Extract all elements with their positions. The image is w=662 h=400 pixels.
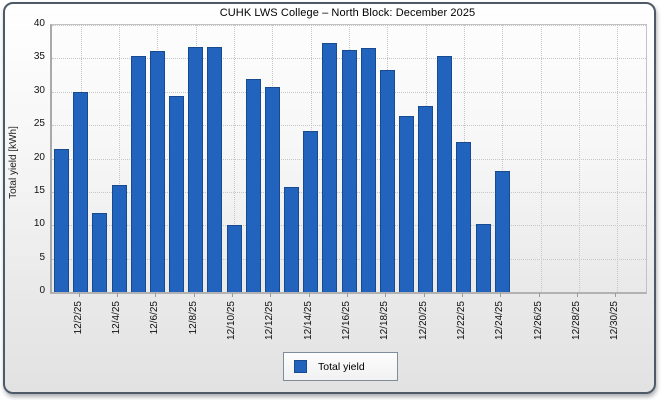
x-tick-mark <box>461 293 463 297</box>
y-tick-label: 10 <box>33 218 45 230</box>
bar[interactable] <box>303 131 319 292</box>
x-tick-label: 12/18/25 <box>379 301 391 340</box>
bar[interactable] <box>379 69 395 292</box>
bar[interactable] <box>149 51 165 292</box>
x-tick-label: 12/24/25 <box>494 301 506 340</box>
x-tick-mark <box>576 293 578 297</box>
x-tick-mark <box>270 293 272 297</box>
bar[interactable] <box>92 212 108 292</box>
bar[interactable] <box>437 55 453 292</box>
y-tick-label: 30 <box>33 84 45 96</box>
x-tick-label: 12/22/25 <box>455 301 467 340</box>
x-tick-label: 12/14/25 <box>302 301 314 340</box>
x-tick-mark <box>500 293 502 297</box>
x-tick-mark <box>423 293 425 297</box>
y-tick-label: 20 <box>33 151 45 163</box>
x-tick-label: 12/16/25 <box>341 301 352 340</box>
y-tick-label: 15 <box>33 184 45 196</box>
x-tick-mark <box>308 293 310 297</box>
x-tick-mark <box>78 293 80 297</box>
gridline-vertical <box>540 25 542 292</box>
bar[interactable] <box>322 43 338 292</box>
x-tick-mark <box>232 293 234 297</box>
chart-title: CUHK LWS College – North Block: December… <box>219 7 476 19</box>
legend: Total yield <box>283 352 398 381</box>
x-tick-label: 12/4/25 <box>111 301 123 335</box>
x-tick-mark <box>347 293 348 297</box>
x-tick-label: 12/2/25 <box>72 301 84 335</box>
bar[interactable] <box>207 47 223 292</box>
x-tick-label: 12/20/25 <box>417 301 429 340</box>
y-tick-label: 0 <box>39 285 45 296</box>
x-tick-mark <box>155 293 157 297</box>
x-tick-mark <box>193 293 195 297</box>
bar[interactable] <box>360 47 376 292</box>
x-tick-label: 12/10/25 <box>226 301 238 340</box>
bar[interactable] <box>188 47 204 292</box>
bar[interactable] <box>475 223 491 292</box>
bar[interactable] <box>245 79 261 292</box>
bar[interactable] <box>456 142 472 292</box>
bar[interactable] <box>341 50 357 292</box>
x-tick-label: 12/26/25 <box>532 301 544 340</box>
bar[interactable] <box>111 185 127 292</box>
bar[interactable] <box>284 186 300 292</box>
x-tick-label: 12/6/25 <box>149 301 161 335</box>
bar[interactable] <box>494 170 510 292</box>
legend-swatch-total-yield <box>294 360 307 373</box>
bar[interactable] <box>398 116 414 292</box>
bar[interactable] <box>130 55 146 292</box>
x-tick-mark <box>615 293 617 297</box>
x-tick-mark <box>538 293 540 297</box>
bar[interactable] <box>169 96 185 292</box>
y-tick-label: 35 <box>33 51 45 63</box>
bar[interactable] <box>54 148 70 292</box>
gridline-vertical <box>119 25 121 292</box>
x-tick-label: 12/28/25 <box>570 301 582 340</box>
bar[interactable] <box>226 224 242 292</box>
y-tick-label: 5 <box>39 251 45 263</box>
x-tick-label: 12/8/25 <box>187 301 199 335</box>
plot-area <box>50 24 647 294</box>
bar[interactable] <box>73 91 89 292</box>
x-tick-mark <box>117 293 119 297</box>
legend-label: Total yield <box>318 360 365 373</box>
gridline-vertical <box>234 25 236 292</box>
bar[interactable] <box>264 87 280 292</box>
x-tick-label: 12/12/25 <box>264 301 276 340</box>
y-tick-label: 25 <box>33 118 45 130</box>
gridline-vertical <box>578 25 580 292</box>
gridline-vertical <box>617 25 619 292</box>
x-tick-label: 12/30/25 <box>609 301 621 340</box>
bar[interactable] <box>418 105 434 292</box>
x-tick-mark <box>385 293 387 297</box>
gridline-vertical <box>502 25 504 292</box>
y-tick-label: 40 <box>33 18 45 29</box>
